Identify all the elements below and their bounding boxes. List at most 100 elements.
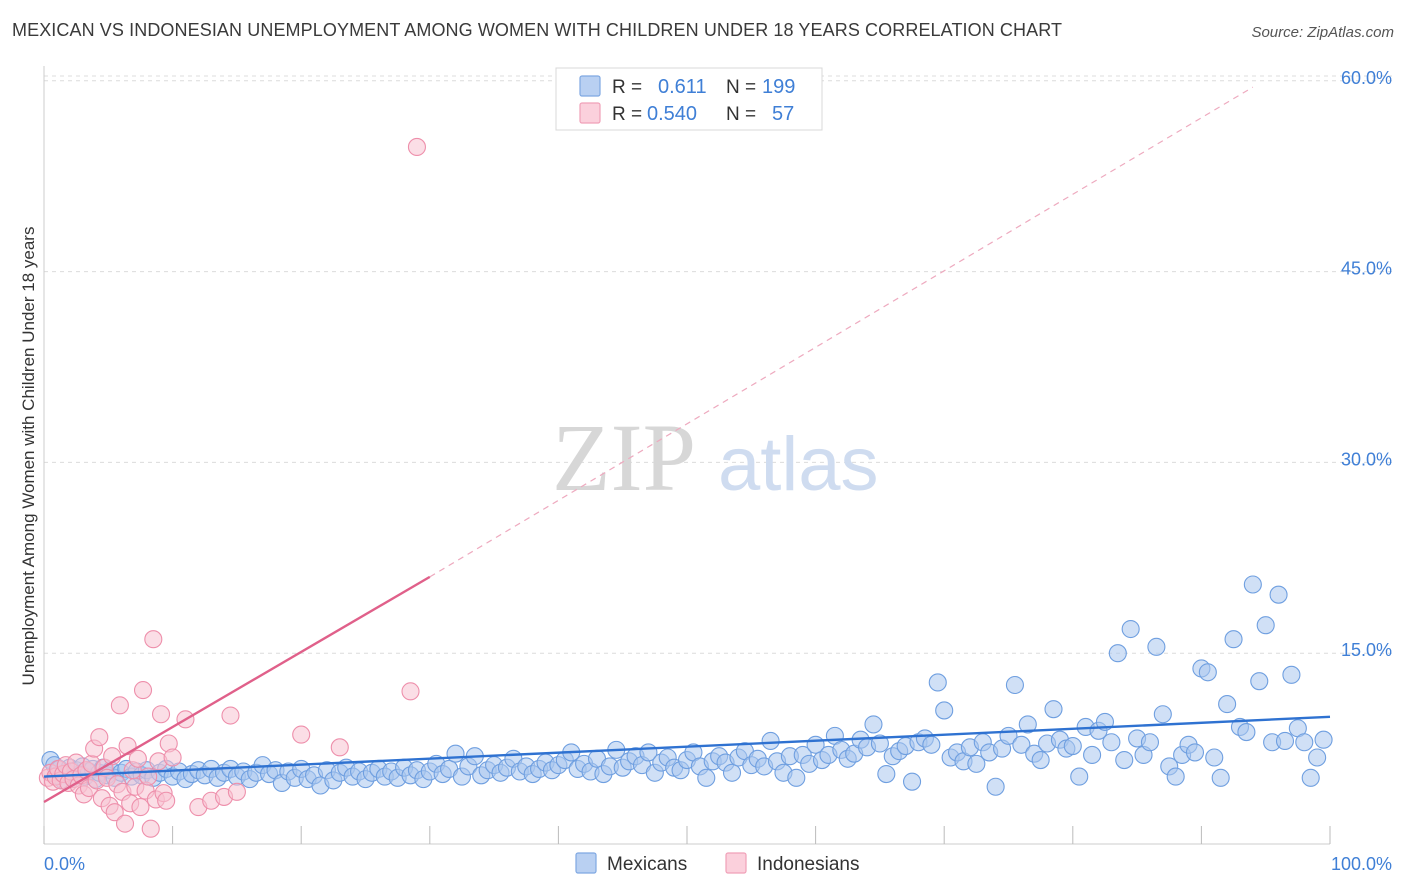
legend-n-value-indonesians: 57 [772, 103, 794, 125]
legend-n-label-indonesians: N = [726, 104, 756, 125]
mexicans-point [1018, 715, 1037, 734]
watermark-atlas: atlas [718, 422, 879, 507]
indonesians-points [38, 137, 426, 838]
mexicans-point [1205, 748, 1224, 767]
indonesians-point [131, 798, 150, 817]
x-tick-label-min: 0.0% [44, 854, 85, 874]
mexicans-point [446, 744, 465, 763]
bottom-legend-swatch-indonesians [725, 852, 747, 874]
indonesians-point [163, 748, 182, 767]
mexicans-point [1243, 575, 1262, 594]
indonesians-trend-extension [429, 86, 1254, 578]
indonesians-point [227, 782, 246, 801]
indonesians-point [157, 791, 176, 810]
x-tick-label-max: 100.0% [1331, 854, 1392, 874]
mexicans-point [1070, 767, 1089, 786]
legend: R = 0.611 N = 199 R = 0.540 N = 57 [555, 67, 823, 131]
mexicans-point [761, 731, 780, 751]
watermark-zip: ZIP [552, 404, 696, 511]
indonesians-point [144, 630, 163, 649]
gridlines [44, 75, 1392, 654]
mexicans-point [1308, 748, 1327, 767]
mexicans-point [902, 772, 922, 791]
mexicans-trend-line [43, 715, 1331, 778]
indonesians-point [292, 725, 311, 744]
bottom-legend-label-indonesians: Indonesians [757, 854, 859, 875]
mexicans-point [1121, 619, 1140, 639]
mexicans-point [1102, 733, 1121, 752]
indonesians-point [330, 738, 349, 757]
mexicans-point [928, 673, 947, 692]
mexicans-point [1083, 745, 1102, 765]
mexicans-point [935, 701, 954, 720]
indonesians-point [407, 137, 426, 156]
legend-swatch-indonesians [579, 102, 601, 124]
y-tick-label: 45.0% [1341, 259, 1392, 279]
bottom-legend: Mexicans Indonesians [575, 852, 859, 875]
legend-r-value-mexicans: 0.611 [658, 76, 707, 98]
mexicans-point [1295, 733, 1314, 752]
legend-n-label-mexicans: N = [726, 77, 756, 98]
trend-lines [43, 86, 1331, 804]
y-tick-label: 30.0% [1341, 449, 1392, 469]
mexicans-point [877, 764, 896, 784]
mexicans-point [787, 768, 806, 787]
indonesians-point [115, 814, 135, 833]
mexicans-point [722, 763, 742, 782]
mexicans-point [986, 777, 1005, 796]
indonesians-point [110, 696, 129, 715]
bottom-legend-label-mexicans: Mexicans [607, 854, 687, 875]
mexicans-point [1211, 768, 1230, 787]
mexicans-point [1063, 737, 1082, 756]
y-tick-labels: 15.0% 30.0% 45.0% 60.0% [1341, 68, 1392, 660]
mexicans-point [1224, 630, 1243, 649]
mexicans-point [967, 754, 986, 773]
mexicans-point [1153, 705, 1172, 724]
y-axis-title: Unemployment Among Women with Children U… [19, 227, 38, 686]
bottom-legend-swatch-mexicans [575, 852, 597, 874]
mexicans-points [41, 575, 1333, 796]
indonesians-point [105, 803, 124, 822]
mexicans-point [1044, 700, 1063, 719]
watermark: ZIP atlas [552, 404, 879, 511]
mexicans-point [1031, 750, 1050, 770]
mexicans-point [1275, 731, 1295, 751]
indonesians-point [133, 681, 153, 700]
mexicans-point [1198, 663, 1217, 682]
mexicans-point [1218, 695, 1237, 714]
y-tick-label: 60.0% [1341, 68, 1392, 88]
mexicans-point [1314, 730, 1333, 749]
legend-r-value-indonesians: 0.540 [647, 103, 697, 125]
mexicans-point [1237, 723, 1256, 742]
mexicans-point [1108, 644, 1127, 663]
indonesians-point [151, 705, 171, 724]
mexicans-point [1256, 616, 1275, 635]
mexicans-point [1115, 750, 1134, 770]
legend-swatch-mexicans [579, 75, 601, 97]
axes [43, 66, 1331, 845]
mexicans-point [1301, 768, 1320, 787]
chart-title: MEXICAN VS INDONESIAN UNEMPLOYMENT AMONG… [12, 20, 1063, 40]
indonesians-point [141, 819, 160, 838]
mexicans-point [1250, 672, 1269, 691]
mexicans-point [1147, 637, 1166, 656]
legend-r-label-indonesians: R = [612, 104, 642, 125]
indonesians-point [221, 706, 240, 725]
y-tick-label: 15.0% [1341, 640, 1392, 660]
indonesians-trend-line [43, 575, 431, 804]
mexicans-point [1140, 733, 1160, 752]
indonesians-point [128, 749, 147, 768]
mexicans-point [1166, 767, 1185, 786]
legend-r-label-mexicans: R = [612, 77, 642, 98]
mexicans-point [1012, 735, 1031, 754]
indonesians-point [90, 728, 109, 747]
legend-n-value-mexicans: 199 [762, 76, 795, 98]
indonesians-point [401, 682, 420, 701]
mexicans-point [697, 768, 716, 787]
mexicans-point [1282, 665, 1301, 684]
mexicans-point [1005, 675, 1024, 695]
mexicans-point [1269, 585, 1288, 604]
chart-source: Source: ZipAtlas.com [1251, 24, 1394, 41]
mexicans-point [922, 735, 941, 754]
